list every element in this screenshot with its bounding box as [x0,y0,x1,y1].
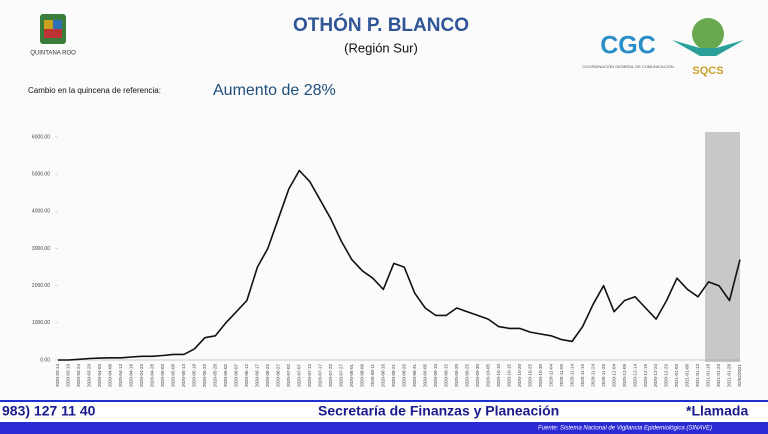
x-tick-label: 2020-09-20 [454,364,459,388]
x-tick-label: 2020-05-23 [202,364,207,388]
x-tick-label: 2020-04-23 [139,364,144,388]
x-tick-label: 2020-12-19 [643,364,648,388]
x-tick-label: 2020-11-29 [601,364,606,387]
x-tick-label: 2020-05-03 [160,364,165,388]
x-tick-label: 2021-01-03 [674,364,679,388]
x-tick-label: 2020-07-27 [338,364,343,388]
subtitle: (Región Sur) [344,40,418,55]
x-tick-label: 2020-05-28 [213,364,218,388]
state-logo-text: QUINTANA ROO [30,51,76,57]
x-tick-label: 2020-08-06 [359,364,364,388]
summary-label: Cambio en la quincena de referencia: [28,86,161,95]
x-tick-label: 2020-07-07 [297,364,302,388]
x-tick-label: 2020-08-16 [380,364,385,388]
x-tick-label: 2020-08-21 [391,364,396,388]
y-tick-label: 5000.00 [32,171,50,177]
x-tick-label: 2020-03-14 [55,364,60,388]
highlight-band [705,132,740,362]
x-tick-label: 2020-04-13 [118,364,123,388]
x-tick-label: 2020-08-26 [401,364,406,388]
sqcs-text: SQCS [692,65,723,77]
x-tick-label: 2020-03-19 [66,364,71,388]
x-tick-label: 2020-08-11 [370,364,375,387]
x-tick-label: 2020-09-05 [422,364,427,388]
x-tick-label: 2020-03-29 [87,364,92,388]
source: Fuente: Sistema Nacional de Vigilancia E… [538,426,712,432]
sqcs-logo: SQCS [672,18,744,77]
background [0,0,768,402]
ticker-call: *Llamada [686,403,748,419]
x-tick-label: 2020-06-07 [234,364,239,388]
x-tick-label: 2021-01-23 [716,364,721,388]
data-line [58,169,741,361]
x-tick-label: 2020-05-18 [192,364,197,388]
source-bar [0,422,768,434]
x-tick-label: 2020-10-30 [538,364,543,388]
x-tick-label: 2020-12-09 [622,364,627,388]
ticker-bar [0,401,768,422]
x-tick-label: 2020-09-15 [443,364,448,388]
x-tick-label: 2020-10-25 [527,364,532,388]
x-tick-label: 2020-09-10 [433,364,438,388]
x-tick-label: 2020-07-17 [317,364,322,388]
x-tick-label: 2021-01-13 [695,364,700,388]
x-tick-label: 2020-08-01 [349,364,354,388]
x-tick-label: 2020-06-02 [223,364,228,388]
x-tick-label: 2020-10-20 [517,364,522,388]
x-tick-label: 2020-06-17 [255,364,260,388]
x-tick-label: 2020-06-22 [265,364,270,388]
x-tick-label: 2021-01-08 [685,364,690,388]
ticker-agency: Secretaría de Finanzas y Planeación [318,403,559,419]
x-tick-label: 2020-07-02 [286,364,291,388]
x-tick-label: 02/02/2021 [737,364,742,387]
x-tick-label: 2020-03-24 [76,364,81,388]
plot: 0.00 1000.00 2000.00 3000.00 4000.00 5000.00 6… [32,134,742,387]
x-tick-label: 2020-04-08 [108,364,113,388]
x-tick-label: 2020-09-25 [464,364,469,388]
y-tick-label: 4000.00 [32,209,50,215]
x-tick-label: 2020-06-12 [244,364,249,388]
y-tick-label: 6000.00 [32,134,50,140]
title: OTHÓN P. BLANCO [293,14,469,36]
x-tick-label: 2020-12-29 [664,364,669,388]
ticker-phone: 983) 127 11 40 [2,403,96,419]
x-tick-label: 2020-07-22 [328,364,333,388]
x-tick-label: 2021-01-18 [706,364,711,388]
y-tick-label: 3000.00 [32,246,50,252]
x-tick-label: 2021-01-28 [727,364,732,388]
x-tick-label: 2020-09-30 [475,364,480,388]
x-tick-label: 2020-12-24 [653,364,658,388]
y-tick-label: 0.00 [40,357,50,363]
x-tick-label: 2020-04-18 [129,364,134,388]
x-tick-label: 2020-05-08 [171,364,176,388]
x-tick-label: 2020-04-28 [150,364,155,388]
state-logo: QUINTANA ROO [30,14,76,57]
summary-value: Aumento de 28% [213,82,336,99]
y-tick-label: 2000.00 [32,283,50,289]
y-tick-label: 1000.00 [32,320,50,326]
x-tick-label: 2020-12-04 [611,364,616,388]
x-tick-label: 2020-11-09 [559,364,564,387]
x-tick-label: 2020-11-04 [548,364,553,387]
x-tick-label: 2020-10-10 [496,364,501,388]
cgc-caption: COORDINACIÓN GENERAL DE COMUNICACIÓN [582,64,673,69]
x-tick-label: 2020-11-24 [590,364,595,387]
x-tick-label: 2020-10-05 [485,364,490,388]
x-tick-label: 2020-12-14 [632,364,637,388]
x-tick-label: 2020-08-31 [412,364,417,388]
x-tick-label: 2020-06-27 [276,364,281,388]
x-tick-label: 2020-04-03 [97,364,102,388]
x-tick-label: 2020-10-15 [506,364,511,388]
x-tick-label: 2020-11-19 [580,364,585,387]
x-tick-label: 2020-11-14 [569,364,574,387]
x-tick-label: 2020-05-13 [181,364,186,388]
x-tick-label: 2020-07-12 [307,364,312,388]
cgc-logo: CGC [600,32,656,60]
